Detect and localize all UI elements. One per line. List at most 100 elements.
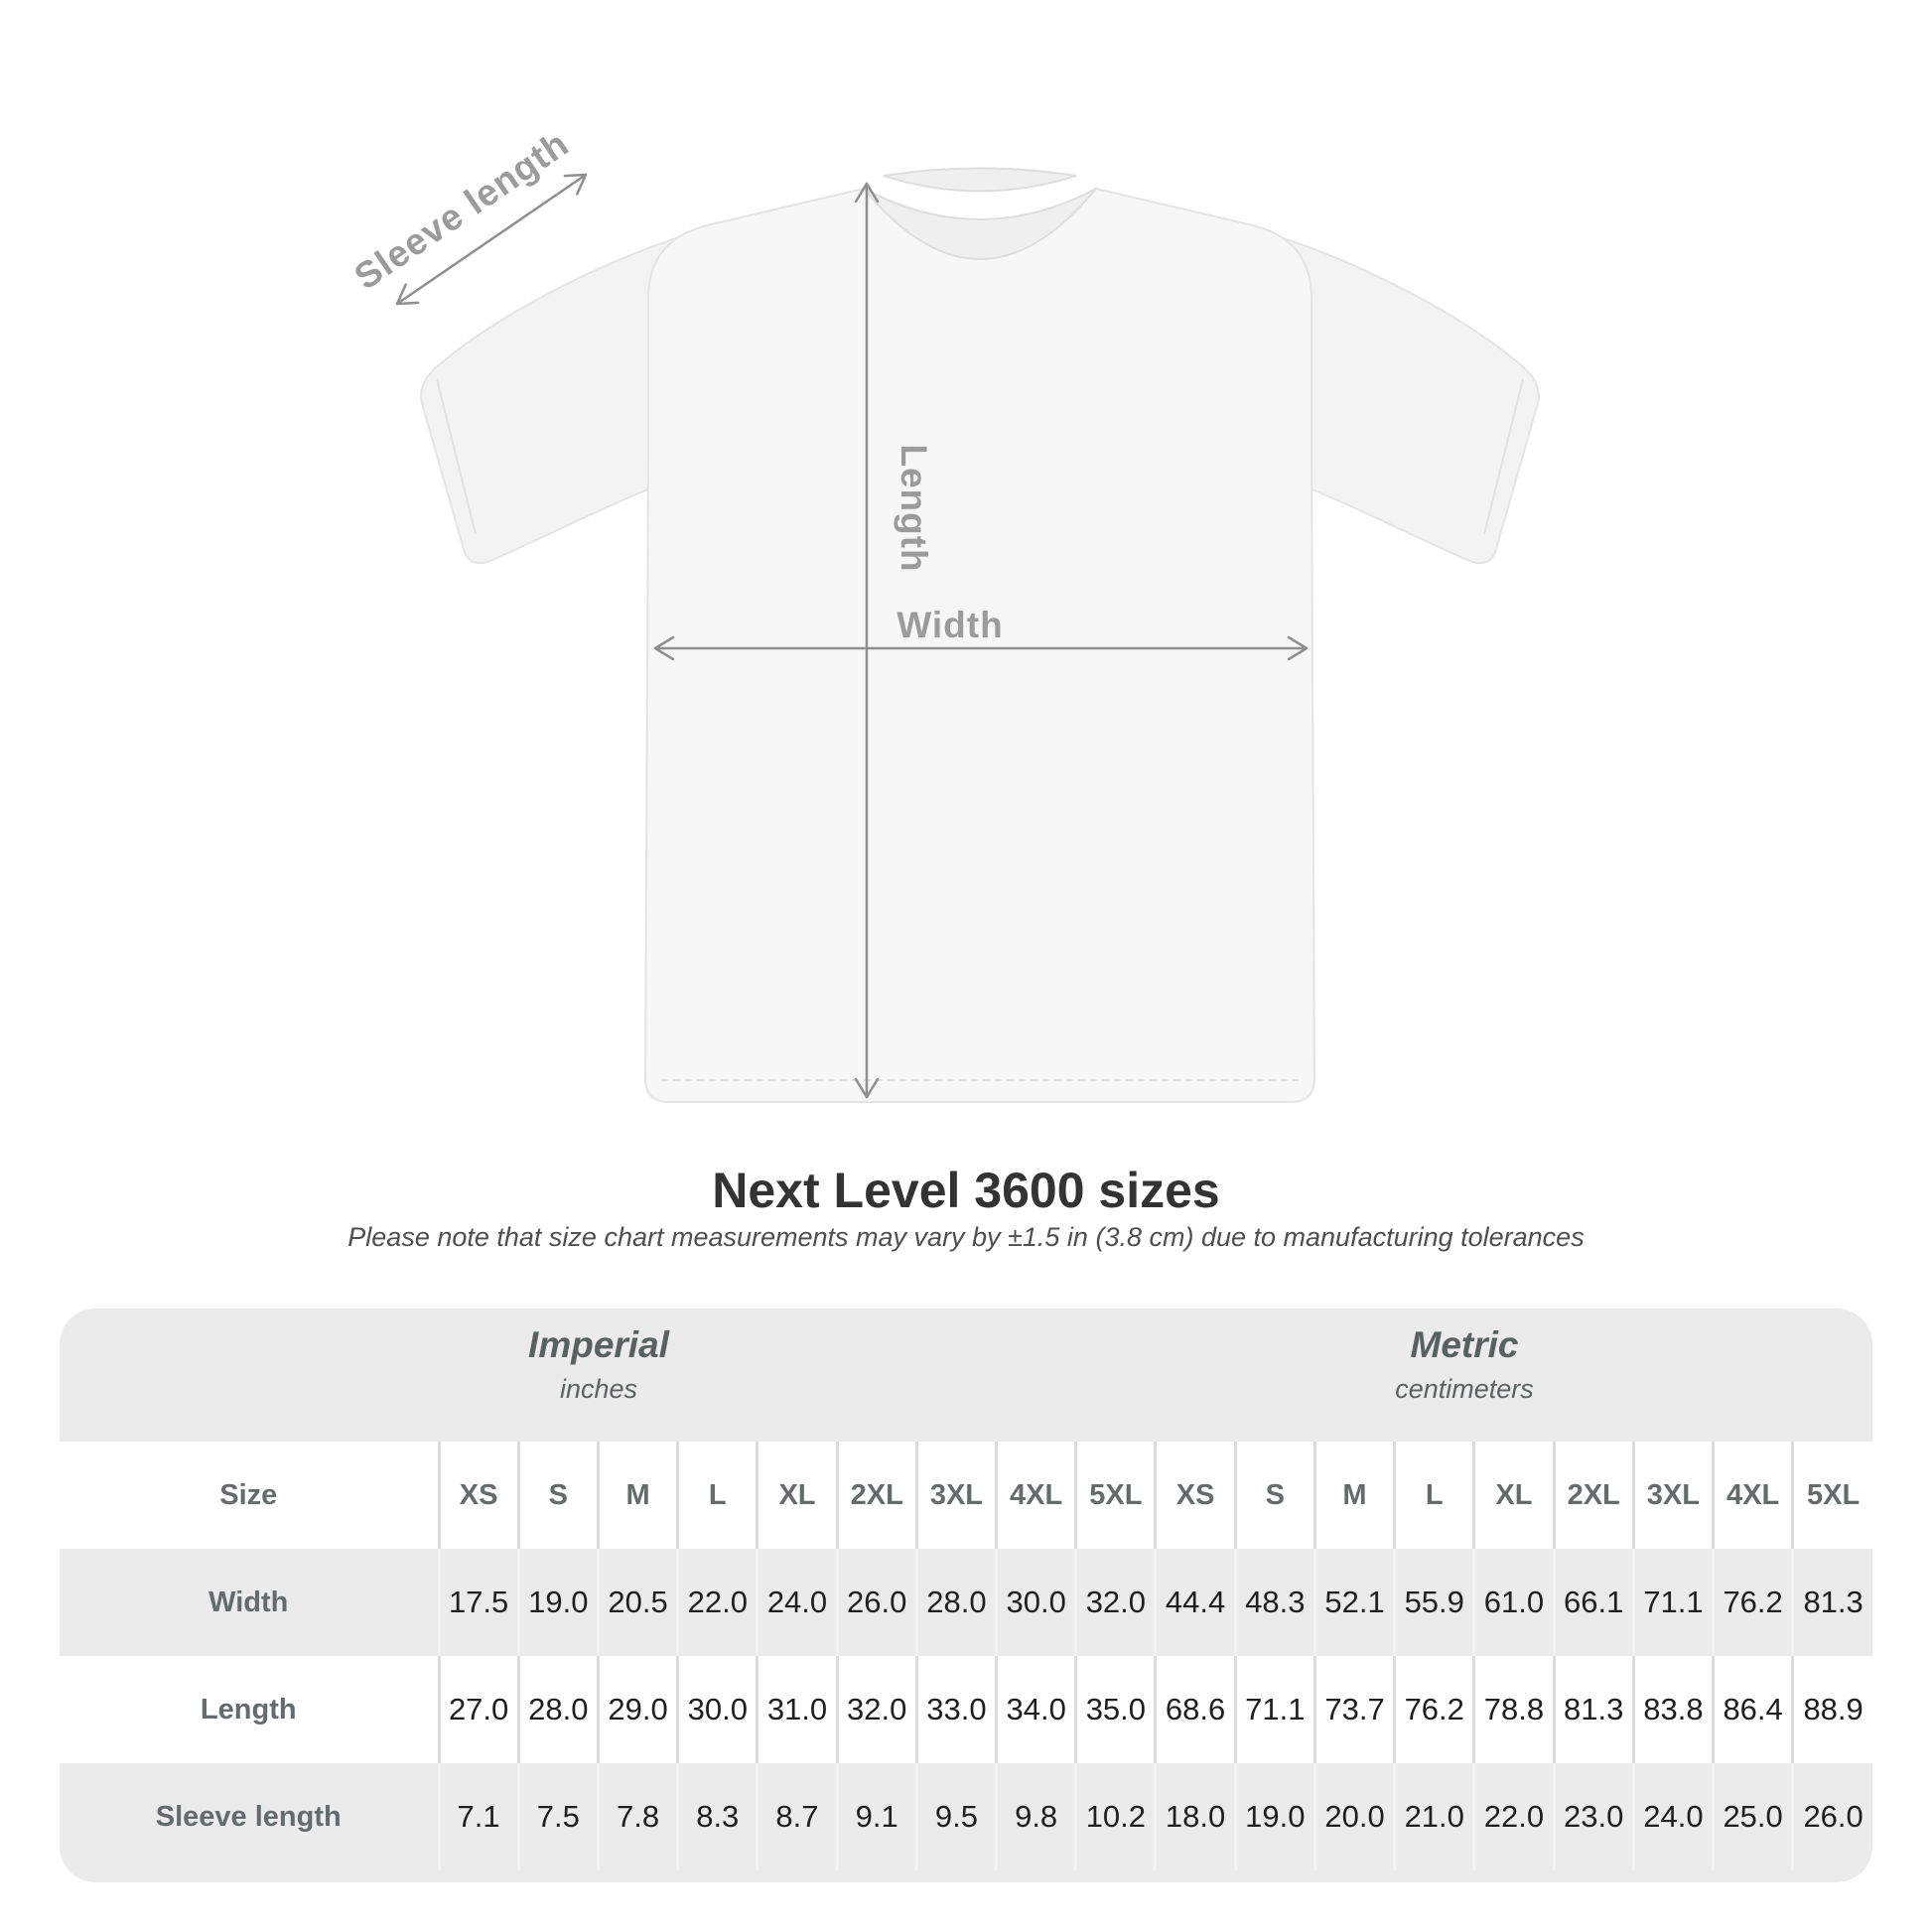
sleeve-length-label: Sleeve length xyxy=(347,123,577,298)
width-label: Width xyxy=(897,605,1003,645)
value-cell: 21.0 xyxy=(1394,1763,1476,1870)
tshirt-size-diagram: Sleeve length Length Width xyxy=(347,123,1540,1103)
tshirt-illustration xyxy=(420,167,1540,1103)
value-cell: 22.0 xyxy=(677,1549,759,1656)
value-cell: 17.5 xyxy=(439,1549,520,1656)
value-cell: 71.1 xyxy=(1235,1656,1316,1763)
left-cuff-seam xyxy=(436,378,477,535)
size-header-cell: S xyxy=(1235,1442,1316,1549)
value-cell: 30.0 xyxy=(996,1549,1078,1656)
value-cell: 7.8 xyxy=(598,1763,680,1870)
value-cell: 86.4 xyxy=(1713,1656,1795,1763)
value-cell: 19.0 xyxy=(518,1549,600,1656)
value-cell: 48.3 xyxy=(1235,1549,1316,1656)
size-header-cell: 4XL xyxy=(1713,1442,1795,1549)
size-header-cell: XL xyxy=(757,1442,839,1549)
size-header-cell: L xyxy=(677,1442,759,1549)
value-cell: 9.5 xyxy=(916,1763,999,1870)
size-column-header: Size xyxy=(60,1442,441,1549)
length-arrow xyxy=(854,182,880,1099)
value-cell: 22.0 xyxy=(1473,1763,1556,1870)
tshirt-collar xyxy=(863,188,1097,260)
value-cell: 32.0 xyxy=(1075,1549,1158,1656)
value-cell: 28.0 xyxy=(518,1656,600,1763)
value-cell: 25.0 xyxy=(1713,1763,1795,1870)
value-cell: 35.0 xyxy=(1075,1656,1158,1763)
metric-header: Metric centimeters xyxy=(1395,1322,1534,1408)
value-cell: 81.3 xyxy=(1803,1585,1863,1619)
size-header-cell: XS xyxy=(1155,1442,1237,1549)
value-cell: 83.8 xyxy=(1633,1656,1716,1763)
value-cell: 19.0 xyxy=(1235,1763,1316,1870)
value-cell: 9.8 xyxy=(996,1763,1078,1870)
size-header-cell: S xyxy=(518,1442,600,1549)
length-row: Length 27.0 28.0 29.0 30.0 31.0 32.0 33.… xyxy=(60,1656,1872,1763)
sleeve-length-row: Sleeve length 7.1 7.5 7.8 8.3 8.7 9.1 9.… xyxy=(60,1763,1872,1870)
value-cell: 71.1 xyxy=(1633,1549,1716,1656)
width-row: Width 17.5 19.0 20.5 22.0 24.0 26.0 28.0… xyxy=(60,1549,1872,1656)
size-header-cell: 3XL xyxy=(916,1442,999,1549)
size-header-cell: L xyxy=(1394,1442,1476,1549)
imperial-header: Imperial inches xyxy=(528,1322,669,1408)
value-cell: 55.9 xyxy=(1394,1549,1476,1656)
size-header-row: Size XS S M L XL 2XL 3XL 4XL 5XL XS S M … xyxy=(60,1442,1872,1549)
metric-sublabel: centimeters xyxy=(1395,1374,1534,1404)
value-cell: 88.9 xyxy=(1792,1656,1872,1763)
size-header-cell: M xyxy=(598,1442,680,1549)
value-cell: 8.7 xyxy=(757,1763,839,1870)
value-cell: 23.0 xyxy=(1554,1763,1635,1870)
value-cell: 81.3 xyxy=(1554,1656,1635,1763)
value-cell: 20.0 xyxy=(1314,1763,1397,1870)
value-cell: 10.2 xyxy=(1075,1763,1158,1870)
width-arrow xyxy=(653,635,1309,661)
size-header-cell: 5XL xyxy=(1792,1442,1872,1549)
value-cell: 7.1 xyxy=(439,1763,520,1870)
size-header-cell: XS xyxy=(439,1442,520,1549)
value-cell: 24.0 xyxy=(1633,1763,1716,1870)
value-cell: 20.5 xyxy=(598,1549,680,1656)
value-cell: 34.0 xyxy=(996,1656,1078,1763)
size-header-cell: 2XL xyxy=(837,1442,918,1549)
imperial-label: Imperial xyxy=(528,1324,669,1365)
measurement-arrows xyxy=(395,173,1309,1099)
value-cell: 66.1 xyxy=(1554,1549,1635,1656)
tshirt-back-collar xyxy=(883,167,1077,193)
value-cell: 29.0 xyxy=(598,1656,680,1763)
length-label: Length xyxy=(894,444,934,572)
imperial-sublabel: inches xyxy=(559,1374,638,1404)
tshirt-body xyxy=(643,187,1316,1103)
value-cell: 26.0 xyxy=(1803,1799,1863,1834)
value-cell: 27.0 xyxy=(439,1656,520,1763)
page-title: Next Level 3600 sizes xyxy=(712,1163,1220,1218)
value-cell: 9.1 xyxy=(837,1763,918,1870)
size-header-cell: 5XL xyxy=(1075,1442,1158,1549)
value-cell: 73.7 xyxy=(1314,1656,1397,1763)
size-header-cell: 2XL xyxy=(1554,1442,1635,1549)
value-cell: 31.0 xyxy=(757,1656,839,1763)
size-header-cell: 4XL xyxy=(996,1442,1078,1549)
right-cuff-seam xyxy=(1483,378,1524,535)
size-chart-table: Size XS S M L XL 2XL 3XL 4XL 5XL XS S M … xyxy=(60,1442,1872,1870)
value-cell: 33.0 xyxy=(916,1656,999,1763)
value-cell: 78.8 xyxy=(1473,1656,1556,1763)
size-chart-panel: Imperial inches Metric centimeters Size … xyxy=(60,1309,1872,1882)
row-label: Sleeve length xyxy=(60,1763,441,1870)
tshirt-left-sleeve xyxy=(420,224,717,565)
value-cell: 76.2 xyxy=(1394,1656,1476,1763)
tshirt-right-sleeve xyxy=(1243,224,1540,565)
value-cell: 18.0 xyxy=(1155,1763,1237,1870)
row-label: Length xyxy=(60,1656,441,1763)
value-cell: 32.0 xyxy=(837,1656,918,1763)
size-header-cell: 3XL xyxy=(1633,1442,1716,1549)
value-cell: 68.6 xyxy=(1155,1656,1237,1763)
size-header-cell: XL xyxy=(1473,1442,1556,1549)
size-header-cell: M xyxy=(1314,1442,1397,1549)
value-cell: 26.0 xyxy=(837,1549,918,1656)
value-cell: 30.0 xyxy=(677,1656,759,1763)
tolerance-note: Please note that size chart measurements… xyxy=(347,1222,1585,1252)
value-cell: 76.2 xyxy=(1713,1549,1795,1656)
value-cell: 44.4 xyxy=(1155,1549,1237,1656)
value-cell: 7.5 xyxy=(518,1763,600,1870)
value-cell: 24.0 xyxy=(757,1549,839,1656)
